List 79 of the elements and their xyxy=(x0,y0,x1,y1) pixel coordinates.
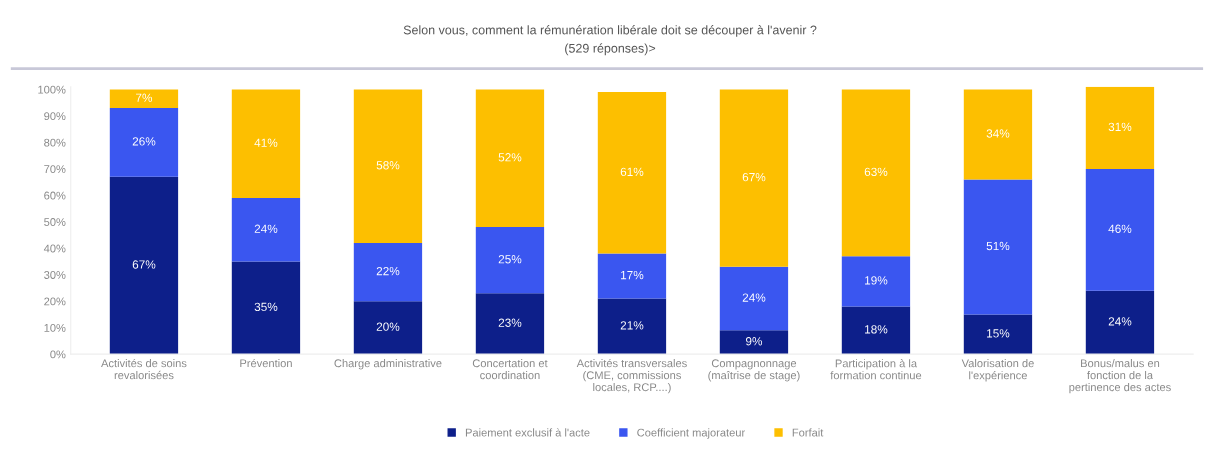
bar xyxy=(963,89,1033,180)
y-tick-label: 80% xyxy=(44,138,66,147)
data-label: 31% xyxy=(1108,122,1132,132)
bar xyxy=(597,253,667,299)
data-label: 22% xyxy=(376,266,400,276)
legend-label: Forfait xyxy=(792,428,824,437)
data-label: 15% xyxy=(987,329,1010,338)
y-tick-label: 70% xyxy=(44,165,66,174)
bar xyxy=(1085,168,1155,291)
x-tick-label: Activités de soins revalorisées xyxy=(101,358,187,380)
y-tick-label: 10% xyxy=(44,323,66,332)
x-tick-label: Participation à la formation continue xyxy=(830,359,922,380)
bar xyxy=(1085,290,1155,355)
data-label: 61% xyxy=(620,167,644,177)
y-tick-label: 20% xyxy=(44,297,66,306)
data-label: 21% xyxy=(620,321,644,330)
y-tick-label: 60% xyxy=(44,191,66,200)
data-label: 26% xyxy=(132,137,156,146)
chart-subtitle: (529 réponses)> xyxy=(565,43,656,56)
x-tick-label: Activités transversales (CME, commissions locales, RCP....) xyxy=(576,358,687,394)
data-label: 24% xyxy=(254,224,278,233)
legend-label: Paiement exclusif à l'acte xyxy=(465,428,590,437)
bar xyxy=(963,314,1033,355)
data-label: 46% xyxy=(1108,224,1132,233)
data-label: 35% xyxy=(254,302,278,312)
bar xyxy=(231,198,301,262)
y-tick-label: 0% xyxy=(50,350,66,359)
x-tick-label: Valorisation de l'expérience xyxy=(961,359,1034,382)
bar xyxy=(719,89,789,267)
bar xyxy=(231,89,301,198)
bar xyxy=(1085,86,1155,169)
bar xyxy=(353,243,423,302)
bar xyxy=(109,89,179,109)
data-label: 67% xyxy=(132,260,156,269)
bar xyxy=(475,293,545,355)
data-label: 24% xyxy=(1108,317,1132,326)
data-label: 67% xyxy=(742,172,766,182)
data-label: 51% xyxy=(986,241,1010,251)
y-tick-label: 90% xyxy=(44,112,66,121)
bar xyxy=(841,256,911,307)
data-label: 19% xyxy=(865,276,888,285)
bar xyxy=(109,176,179,355)
x-tick-label: Bonus/malus en fonction de la pertinence des actes xyxy=(1069,359,1171,394)
x-tick-label: Prévention xyxy=(240,358,292,368)
bar xyxy=(231,261,301,355)
bar xyxy=(597,298,667,355)
data-label: 52% xyxy=(498,153,522,162)
bar xyxy=(353,89,423,243)
bar xyxy=(841,306,911,355)
bar xyxy=(841,89,911,257)
data-label: 9% xyxy=(745,337,763,346)
bar xyxy=(719,266,789,331)
x-tick-label: Compagnonnage (maîtrise de stage) xyxy=(708,359,800,382)
bar xyxy=(353,301,423,355)
bar xyxy=(109,108,179,177)
data-label: 17% xyxy=(621,270,644,280)
data-label: 41% xyxy=(254,138,278,147)
data-label: 24% xyxy=(742,293,766,302)
data-label: 58% xyxy=(376,161,400,170)
bar xyxy=(597,92,667,254)
y-tick-label: 40% xyxy=(43,244,66,253)
bar xyxy=(475,89,545,228)
y-tick-label: 50% xyxy=(44,218,66,226)
legend-label: Coefficient majorateur xyxy=(637,428,746,439)
y-tick-label: 30% xyxy=(44,271,66,279)
data-label: 18% xyxy=(865,325,888,334)
data-label: 34% xyxy=(986,129,1010,138)
bar xyxy=(475,227,545,294)
data-label: 63% xyxy=(864,167,888,177)
data-label: 25% xyxy=(498,255,522,264)
y-tick-label: 100% xyxy=(38,85,66,94)
chart-title: Selon vous, comment la rémunération libérale doit se découper à l'avenir ? xyxy=(403,25,817,37)
x-tick-label: Charge administrative xyxy=(334,359,442,370)
bar xyxy=(963,179,1033,315)
bar xyxy=(719,330,789,355)
data-label: 20% xyxy=(376,322,400,331)
data-label: 23% xyxy=(498,318,522,327)
data-label: 7% xyxy=(136,93,153,102)
x-tick-label: Concertation et coordination xyxy=(472,359,548,380)
